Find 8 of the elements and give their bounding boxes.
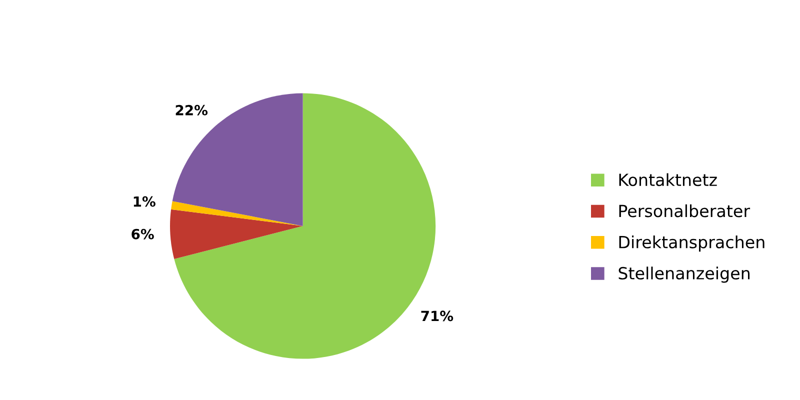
legend-label: Kontaktnetz (619, 173, 717, 186)
data-label: 71% (421, 310, 454, 322)
data-label: 1% (134, 196, 156, 207)
legend-label: Direktansprachen (619, 236, 764, 252)
data-label: 6% (132, 228, 154, 240)
data-label: 22% (176, 104, 208, 116)
legend-label: Stellenanzeigen (618, 266, 750, 283)
legend-label: Personalberater (619, 204, 750, 218)
